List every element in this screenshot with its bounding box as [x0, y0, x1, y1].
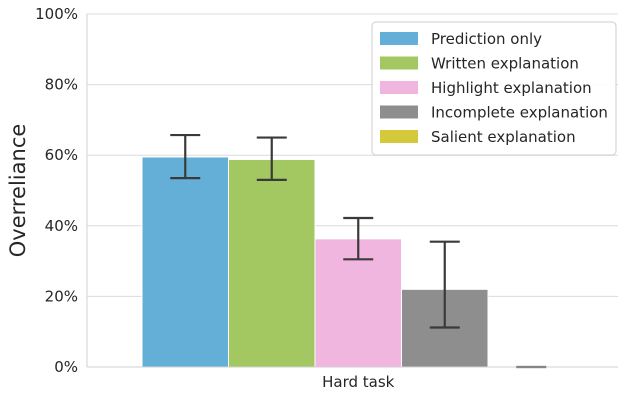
error-bars — [170, 133, 547, 369]
axes — [86, 14, 618, 368]
y-tick-label: 60% — [45, 146, 78, 164]
error-bar-prediction-only — [170, 133, 201, 180]
bar-prediction-only — [141, 156, 229, 368]
legend-swatch-highlight-explanation — [380, 81, 418, 94]
legend-swatch-incomplete-explanation — [380, 105, 418, 119]
y-axis-label: Overreliance — [6, 124, 30, 258]
y-tick-label: 100% — [35, 5, 78, 23]
y-tick-label: 40% — [45, 217, 78, 235]
error-bar-written-explanation — [256, 136, 287, 182]
error-bar-incomplete-explanation — [429, 240, 460, 329]
legend-label-highlight-explanation: Highlight explanation — [431, 79, 592, 97]
legend-swatch-prediction-only — [380, 32, 418, 45]
error-bar-highlight-explanation — [343, 216, 374, 261]
legend-swatch-written-explanation — [380, 56, 418, 70]
legend-frame — [371, 21, 617, 156]
legend-label-written-explanation: Written explanation — [431, 55, 579, 73]
y-tick-label: 80% — [45, 76, 78, 94]
y-tick-labels: 0% 20% 40% 60% 80% 100% — [35, 5, 78, 376]
legend-label-prediction-only: Prediction only — [431, 30, 542, 48]
y-tick-label: 0% — [54, 358, 78, 376]
legend: Prediction only Written explanation Highli… — [371, 21, 617, 156]
x-tick-label-hard-task: Hard task — [322, 373, 395, 391]
legend-label-incomplete-explanation: Incomplete explanation — [431, 104, 608, 122]
bar-written-explanation — [228, 158, 316, 368]
y-tick-label: 20% — [45, 287, 78, 305]
bars — [141, 156, 489, 368]
legend-swatch-salient-explanation — [380, 130, 418, 143]
legend-label-salient-explanation: Salient explanation — [431, 128, 576, 146]
